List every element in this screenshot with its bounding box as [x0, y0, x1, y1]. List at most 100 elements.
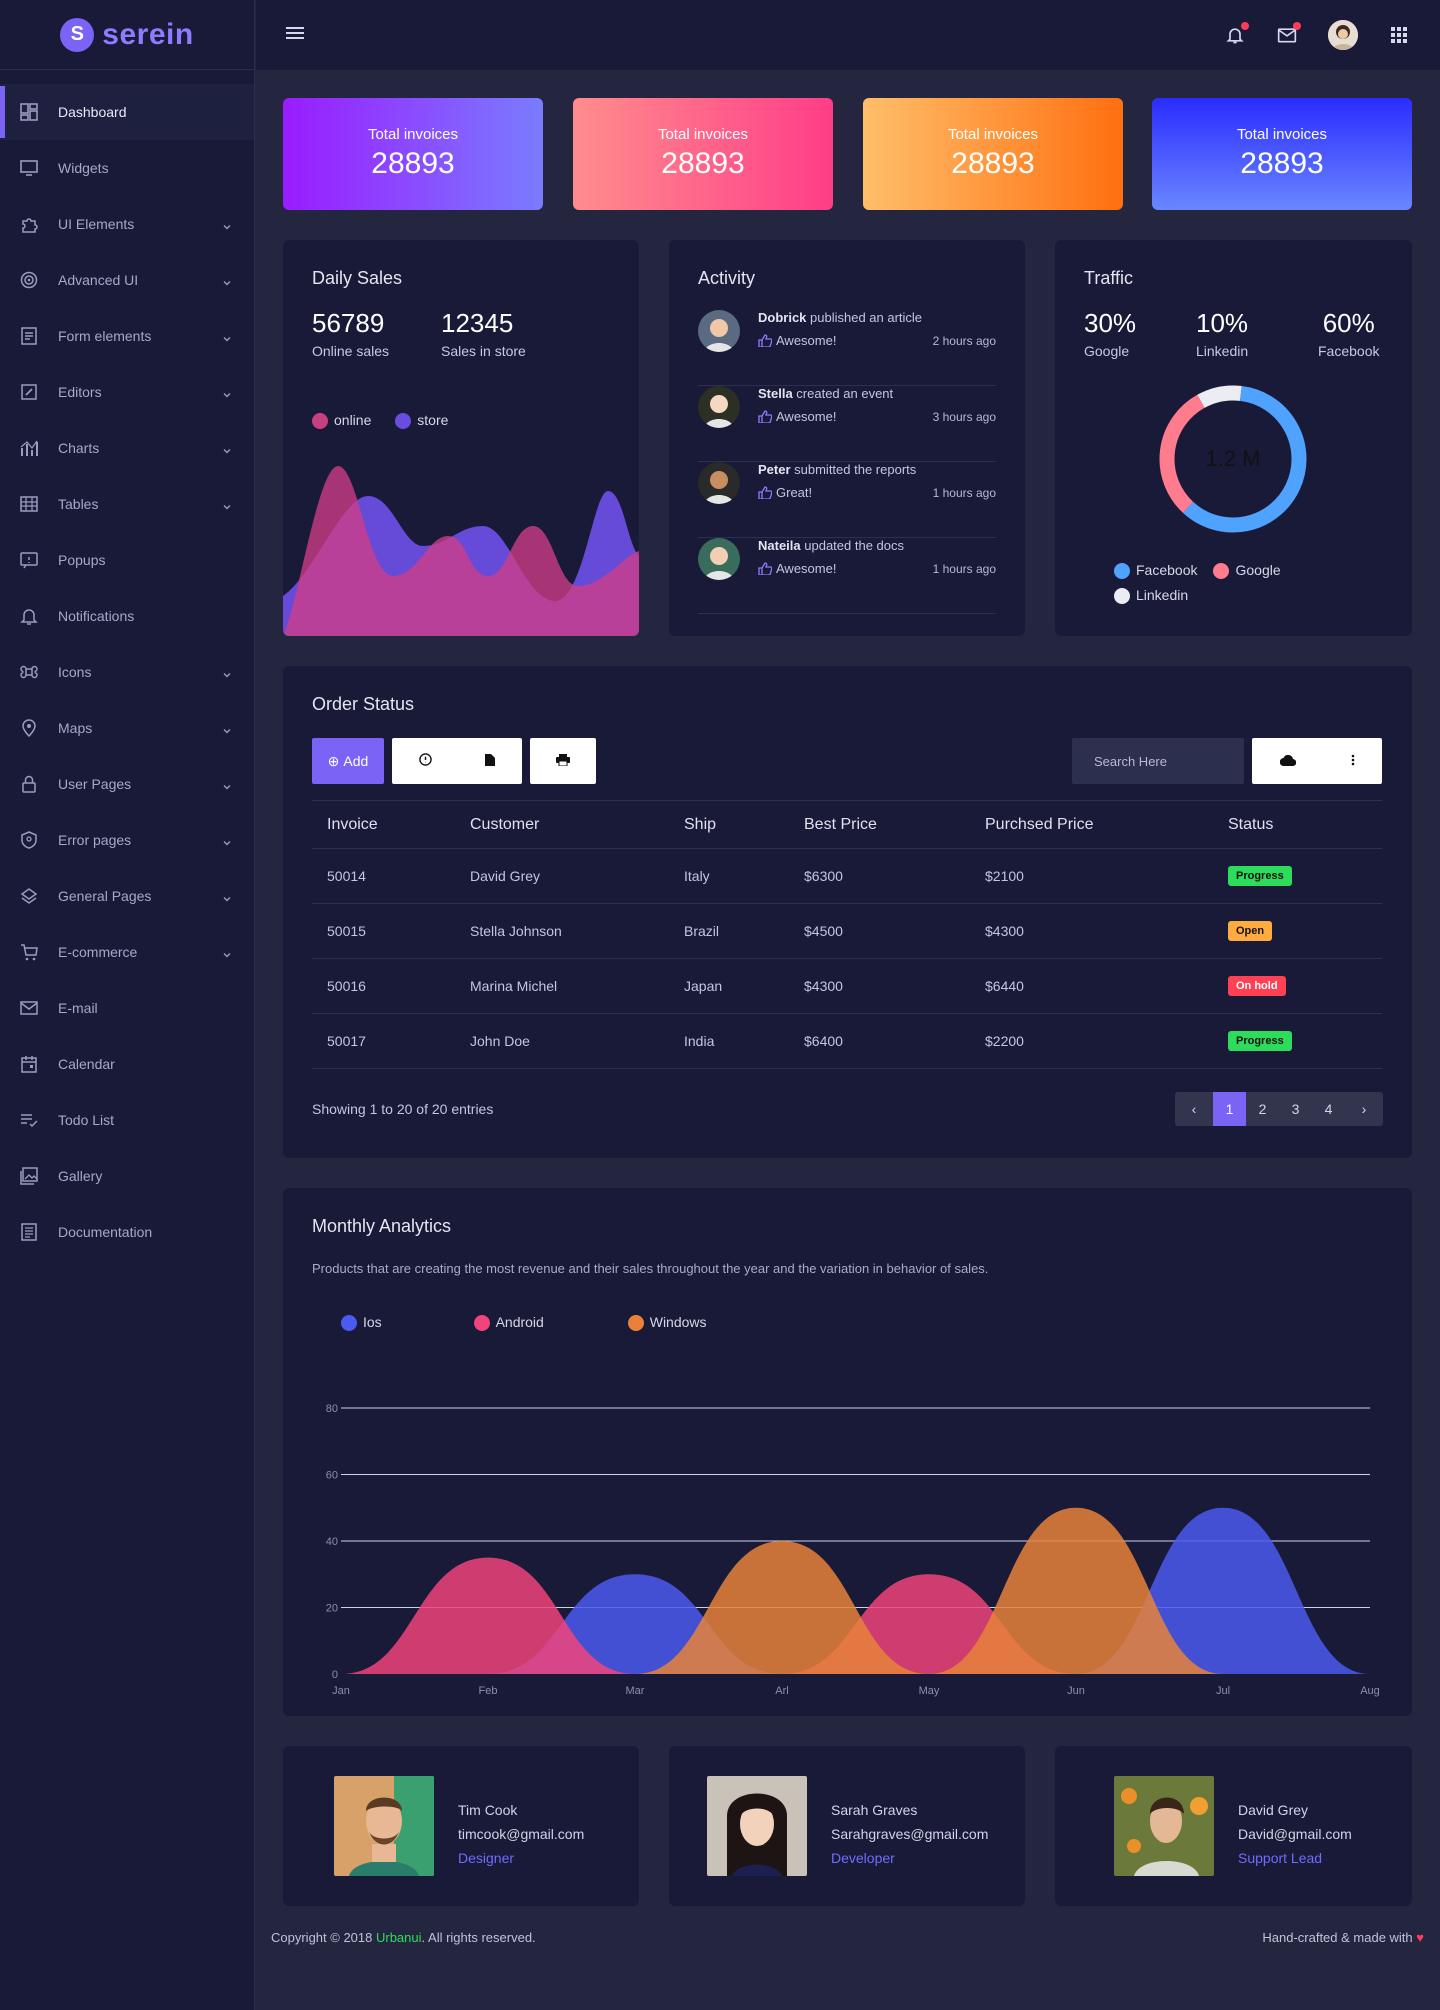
windows-legend-dot: [627, 1315, 644, 1332]
search-input[interactable]: Search Here: [1072, 738, 1244, 784]
chevron-down-icon[interactable]: [222, 835, 232, 846]
donut-slice-facebook[interactable]: [1183, 386, 1307, 533]
sidebar-item-calendar[interactable]: Calendar: [0, 1036, 254, 1092]
sidebar-item-e-commerce[interactable]: E-commerce: [0, 924, 254, 980]
sidebar-item-error-pages[interactable]: Error pages: [0, 812, 254, 868]
profile-card[interactable]: David Grey David@gmail.com Support Lead: [1055, 1746, 1412, 1906]
sidebar-item-notifications[interactable]: Notifications: [0, 588, 254, 644]
apps-grid-icon[interactable]: [1388, 24, 1410, 46]
sidebar-item-form-elements[interactable]: Form elements: [0, 308, 254, 364]
page-button[interactable]: 1: [1213, 1092, 1246, 1126]
series-area-windows[interactable]: [341, 1507, 1370, 1674]
chevron-down-icon[interactable]: [222, 443, 232, 454]
table-row[interactable]: 50014 David Grey Italy $6300 $2100 Progress: [312, 848, 1382, 904]
sidebar-item-e-mail[interactable]: E-mail: [0, 980, 254, 1036]
column-header[interactable]: Customer: [455, 800, 669, 849]
stat-card-3[interactable]: Total invoices 28893: [863, 98, 1123, 210]
table-cell: 50017: [312, 1013, 455, 1069]
legend-ios: Ios: [363, 1314, 382, 1330]
bell-icon[interactable]: [1224, 22, 1249, 46]
activity-item[interactable]: Nateila updated the docs Awesome! 1 hours …: [698, 538, 996, 614]
online-legend-dot: [312, 413, 328, 430]
thumbs-up-icon[interactable]: [758, 485, 776, 500]
donut-slice-google[interactable]: [1159, 394, 1205, 513]
file-icon[interactable]: [485, 753, 496, 769]
thumbs-up-icon[interactable]: [758, 409, 776, 424]
table-row[interactable]: 50016 Marina Michel Japan $4300 $6440 On hold: [312, 958, 1382, 1014]
lock-icon: [20, 775, 38, 793]
more-vertical-icon[interactable]: [1351, 753, 1355, 769]
sidebar-item-user-pages[interactable]: User Pages: [0, 756, 254, 812]
profile-role[interactable]: Designer: [458, 1850, 515, 1866]
stat-card-1[interactable]: Total invoices 28893: [283, 98, 543, 210]
user-avatar[interactable]: [1328, 20, 1358, 50]
sidebar-item-documentation[interactable]: Documentation: [0, 1204, 254, 1260]
page-button[interactable]: 3: [1279, 1092, 1312, 1126]
sidebar-item-dashboard[interactable]: Dashboard: [0, 84, 254, 140]
sidebar-item-tables[interactable]: Tables: [0, 476, 254, 532]
chevron-down-icon[interactable]: [222, 275, 232, 286]
sidebar-item-editors[interactable]: Editors: [0, 364, 254, 420]
activity-reaction: Awesome!: [758, 561, 836, 576]
donut-slice-linkedin[interactable]: [1197, 385, 1242, 409]
sidebar-item-popups[interactable]: Popups: [0, 532, 254, 588]
activity-user[interactable]: Stella: [758, 386, 793, 401]
activity-reaction: Awesome!: [758, 333, 836, 348]
page-button[interactable]: 4: [1312, 1092, 1345, 1126]
info-icon[interactable]: [418, 753, 432, 769]
column-header[interactable]: Status: [1213, 800, 1382, 849]
notification-dot: [1241, 22, 1249, 30]
table-row[interactable]: 50017 John Doe India $6400 $2200 Progress: [312, 1013, 1382, 1069]
activity-user[interactable]: Peter: [758, 462, 791, 477]
page-button[interactable]: 2: [1246, 1092, 1279, 1126]
mail-dot: [1293, 22, 1301, 30]
stat-card-4[interactable]: Total invoices 28893: [1152, 98, 1412, 210]
add-button[interactable]: ⊕ Add: [312, 738, 384, 784]
sidebar-item-maps[interactable]: Maps: [0, 700, 254, 756]
profile-role[interactable]: Developer: [831, 1850, 895, 1866]
activity-item[interactable]: Stella created an event Awesome! 3 hours a…: [698, 386, 996, 462]
company-link[interactable]: Urbanui: [375, 1930, 422, 1945]
print-button[interactable]: [530, 738, 596, 784]
status-badge: Progress: [1228, 1031, 1292, 1051]
sidebar-item-todo-list[interactable]: Todo List: [0, 1092, 254, 1148]
sidebar-item-widgets[interactable]: Widgets: [0, 140, 254, 196]
thumbs-up-icon[interactable]: [758, 561, 776, 576]
sidebar-item-advanced-ui[interactable]: Advanced UI: [0, 252, 254, 308]
chevron-down-icon[interactable]: [222, 891, 232, 902]
profile-role[interactable]: Support Lead: [1238, 1850, 1323, 1866]
chevron-down-icon[interactable]: [222, 947, 232, 958]
chevron-down-icon[interactable]: [222, 331, 232, 342]
chevron-down-icon[interactable]: [222, 219, 232, 230]
thumbs-up-icon[interactable]: [758, 333, 776, 348]
activity-user[interactable]: Dobrick: [758, 310, 807, 325]
chevron-down-icon[interactable]: [222, 779, 232, 790]
table-row[interactable]: 50015 Stella Johnson Brazil $4500 $4300 Open: [312, 903, 1382, 959]
cloud-icon[interactable]: [1279, 753, 1296, 769]
sidebar-item-ui-elements[interactable]: UI Elements: [0, 196, 254, 252]
menu-toggle-icon[interactable]: [286, 25, 306, 46]
series-area-ios[interactable]: [341, 1507, 1370, 1674]
column-header[interactable]: Best Price: [789, 800, 970, 849]
activity-item[interactable]: Dobrick published an article Awesome! 2 ho…: [698, 310, 996, 386]
activity-user[interactable]: Nateila: [758, 538, 801, 553]
profile-card[interactable]: Tim Cook timcook@gmail.com Designer: [283, 1746, 639, 1906]
sidebar-item-charts[interactable]: Charts: [0, 420, 254, 476]
stat-card-2[interactable]: Total invoices 28893: [573, 98, 833, 210]
chevron-down-icon[interactable]: [222, 499, 232, 510]
column-header[interactable]: Purchsed Price: [970, 800, 1213, 849]
mail-icon[interactable]: [1276, 22, 1301, 46]
chevron-down-icon[interactable]: [222, 667, 232, 678]
column-header[interactable]: Invoice: [312, 800, 455, 849]
activity-item[interactable]: Peter submitted the reports Great! 1 hours…: [698, 462, 996, 538]
next-page-button[interactable]: ›: [1345, 1092, 1383, 1126]
chevron-down-icon[interactable]: [222, 387, 232, 398]
sidebar-item-general-pages[interactable]: General Pages: [0, 868, 254, 924]
brand[interactable]: S serein: [0, 0, 254, 70]
prev-page-button[interactable]: ‹: [1175, 1092, 1213, 1126]
profile-card[interactable]: Sarah Graves Sarahgraves@gmail.com Devel…: [669, 1746, 1025, 1906]
sidebar-item-gallery[interactable]: Gallery: [0, 1148, 254, 1204]
sidebar-item-icons[interactable]: Icons: [0, 644, 254, 700]
column-header[interactable]: Ship: [669, 800, 789, 849]
chevron-down-icon[interactable]: [222, 723, 232, 734]
